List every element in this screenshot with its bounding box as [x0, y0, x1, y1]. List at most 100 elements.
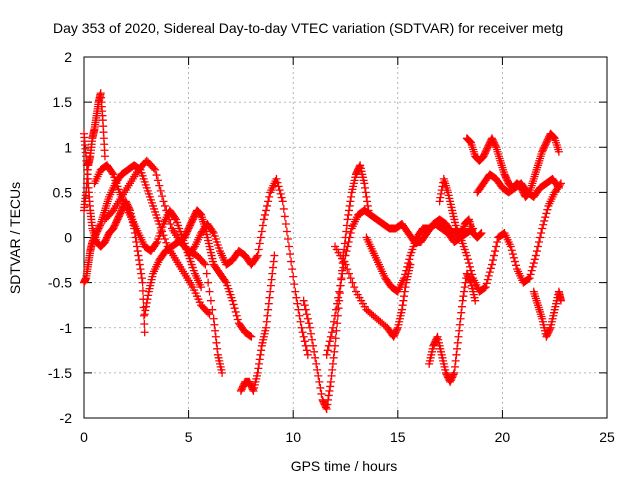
series-arc-8 [236, 251, 279, 395]
data-point [282, 227, 291, 236]
data-point [556, 296, 565, 305]
data-point [298, 328, 307, 337]
data-point [482, 279, 491, 288]
series-arc-7 [184, 174, 312, 359]
data-point [471, 296, 480, 305]
data-point [295, 311, 304, 320]
data-point [153, 176, 162, 185]
data-point [345, 201, 354, 210]
data-point [221, 277, 230, 286]
data-point [322, 404, 331, 413]
data-points [80, 89, 565, 413]
data-point [254, 364, 263, 373]
data-point [324, 391, 333, 400]
data-point [542, 209, 551, 218]
data-point [538, 224, 547, 233]
data-point [326, 377, 335, 386]
data-point [317, 389, 326, 398]
data-point [230, 304, 239, 313]
data-point [290, 280, 299, 289]
y-tick-label: -1.5 [48, 365, 72, 381]
data-point [246, 332, 255, 341]
data-point [255, 355, 264, 364]
data-point [529, 259, 538, 268]
data-point [525, 274, 534, 283]
data-point [308, 335, 317, 344]
data-point [435, 197, 444, 206]
data-point [274, 182, 283, 191]
data-point [541, 213, 550, 222]
data-point [404, 259, 413, 268]
data-point [264, 299, 273, 308]
data-point [253, 368, 262, 377]
data-point [304, 319, 313, 328]
data-point [328, 365, 337, 374]
data-point [329, 353, 338, 362]
data-point [350, 283, 359, 292]
data-point [355, 162, 364, 171]
data-point [211, 326, 220, 335]
data-point [537, 228, 546, 237]
tick-labels: 0 5 10 15 20 25 -2 -1.5 -1 -0.5 0 0.5 1 1.5 2 [48, 49, 615, 445]
data-point [397, 305, 406, 314]
data-point [535, 238, 544, 247]
data-point [299, 332, 308, 341]
data-point [142, 302, 151, 311]
data-point [343, 215, 352, 224]
data-point [152, 171, 161, 180]
data-point [232, 311, 241, 320]
data-point [257, 346, 266, 355]
data-point [210, 320, 219, 329]
data-point [449, 370, 458, 379]
data-point [453, 338, 462, 347]
data-point [142, 298, 151, 307]
data-point [140, 310, 149, 319]
data-point [510, 257, 519, 266]
data-point [136, 265, 145, 274]
data-point [278, 197, 287, 206]
data-point [288, 265, 297, 274]
data-point [332, 305, 341, 314]
data-point [152, 239, 161, 248]
data-point [265, 192, 274, 201]
data-point [285, 242, 294, 251]
data-point [398, 301, 407, 310]
data-point [508, 250, 517, 259]
data-point [455, 326, 464, 335]
data-point [291, 287, 300, 296]
data-point [256, 233, 265, 242]
data-point [259, 215, 268, 224]
data-point [399, 296, 408, 305]
data-point [459, 292, 468, 301]
data-point [462, 251, 471, 260]
y-tick-label: 1.5 [53, 94, 73, 110]
data-point [402, 266, 411, 275]
series-arc-2 [80, 129, 149, 337]
data-point [202, 269, 211, 278]
data-point [454, 332, 463, 341]
data-point [328, 323, 337, 332]
data-point [138, 278, 147, 287]
data-point [209, 314, 218, 323]
data-point [269, 257, 278, 266]
data-point [436, 193, 445, 202]
data-point [267, 275, 276, 284]
data-point [309, 341, 318, 350]
data-point [363, 201, 372, 210]
data-point [137, 274, 146, 283]
data-point [344, 210, 353, 219]
data-point [270, 251, 279, 260]
data-point [458, 296, 467, 305]
data-point [401, 270, 410, 279]
data-point [344, 238, 353, 247]
data-point [272, 174, 281, 183]
y-tick-label: 2 [64, 49, 72, 65]
data-point [303, 314, 312, 323]
data-point [524, 274, 533, 283]
data-point [96, 221, 105, 230]
data-point [205, 287, 214, 296]
data-point [302, 346, 311, 355]
data-point [483, 275, 492, 284]
x-tick-label: 0 [80, 429, 88, 445]
data-point [257, 227, 266, 236]
